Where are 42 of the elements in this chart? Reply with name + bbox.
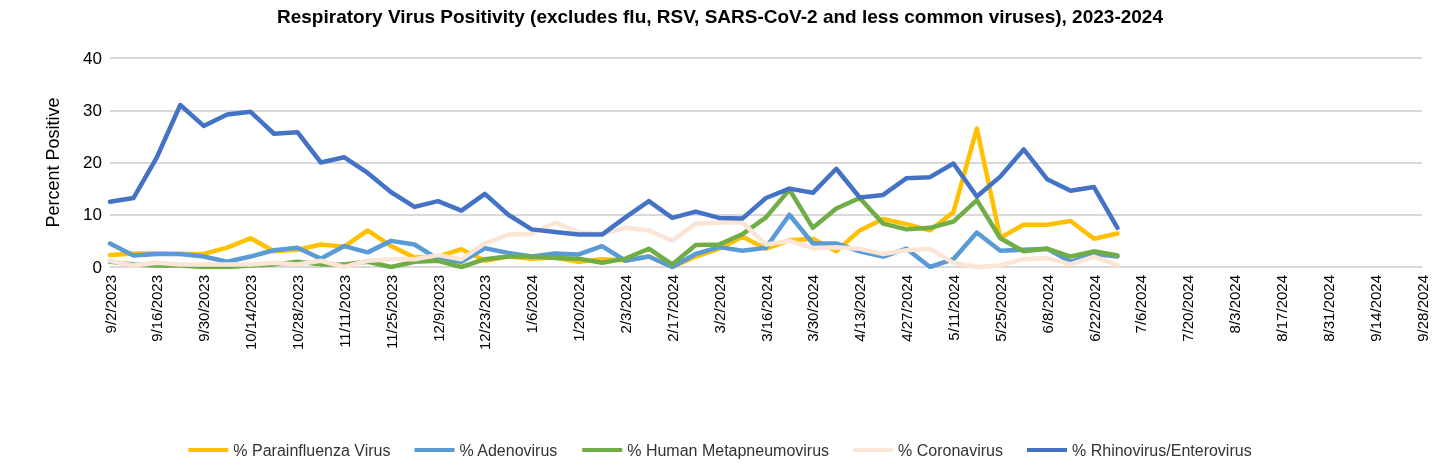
y-axis-title: Percent Positive (43, 97, 63, 228)
legend-label: % Rhinovirus/Enterovirus (1072, 441, 1252, 459)
x-tick-label: 12/9/2023 (429, 275, 447, 342)
chart-title: Respiratory Virus Positivity (excludes flu, RSV, SARS-CoV-2 and less common viruses), 2023-2024 (277, 6, 1164, 27)
x-tick-label: 9/28/2024 (1413, 275, 1431, 342)
x-tick-label: 5/25/2024 (991, 275, 1009, 342)
legend-label: % Parainfluenza Virus (233, 441, 391, 459)
x-tick-label: 9/16/2023 (148, 275, 166, 342)
x-tick-label: 1/20/2024 (570, 275, 588, 342)
x-tick-label: 9/14/2024 (1366, 275, 1384, 342)
x-tick-label: 12/23/2023 (476, 275, 494, 351)
x-tick-label: 4/27/2024 (898, 275, 916, 342)
y-tick-label: 40 (83, 48, 102, 68)
x-tick-label: 10/14/2023 (242, 275, 260, 351)
x-tick-label: 8/31/2024 (1319, 275, 1337, 342)
x-tick-label: 3/16/2024 (757, 275, 775, 342)
y-tick-label: 10 (83, 205, 102, 225)
x-tick-label: 8/3/2024 (1226, 275, 1244, 334)
y-tick-label: 20 (83, 153, 102, 172)
legend-label: % Human Metapneumovirus (627, 441, 830, 459)
y-tick-label: 30 (83, 100, 102, 120)
x-tick-label: 1/6/2024 (523, 275, 541, 334)
x-tick-label: 7/20/2024 (1179, 275, 1197, 342)
x-tick-label: 8/17/2024 (1272, 275, 1290, 342)
x-tick-label: 9/2/2023 (101, 275, 119, 334)
line-series (107, 102, 1120, 237)
x-tick-label: 10/28/2023 (288, 275, 306, 351)
x-tick-label: 11/11/2023 (335, 275, 353, 348)
y-tick-label: 0 (92, 257, 102, 277)
x-tick-label: 2/17/2024 (663, 275, 681, 342)
x-tick-label: 3/2/2024 (710, 275, 728, 334)
x-tick-label: 7/6/2024 (1132, 275, 1150, 334)
x-tick-label: 11/25/2023 (382, 275, 400, 349)
x-tick-label: 5/11/2024 (944, 275, 962, 341)
x-tick-label: 6/8/2024 (1038, 275, 1056, 334)
x-tick-label: 4/13/2024 (851, 275, 869, 342)
legend-label: % Coronavirus (898, 441, 1004, 459)
x-tick-label: 6/22/2024 (1085, 275, 1103, 342)
legend-label: % Adenovirus (459, 441, 558, 459)
x-tick-label: 2/3/2024 (616, 275, 634, 334)
x-tick-label: 3/30/2024 (804, 275, 822, 342)
x-tick-label: 9/30/2023 (195, 275, 213, 342)
